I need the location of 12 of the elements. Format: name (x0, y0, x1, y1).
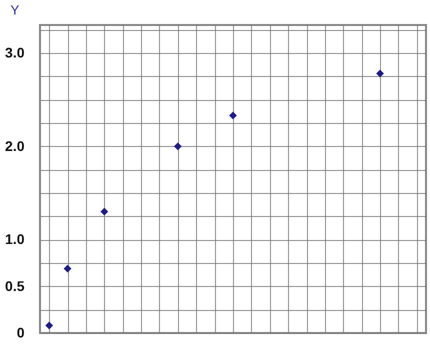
y-tick-label: 0.5 (5, 278, 25, 294)
y-tick-label: 3.0 (5, 44, 25, 60)
y-axis-title: Y (10, 2, 20, 18)
point (376, 70, 384, 78)
y-tick-label: 0 (16, 324, 25, 340)
point (174, 142, 182, 150)
point (100, 208, 108, 216)
point (229, 112, 237, 120)
y-tick-label: 1.0 (5, 231, 25, 248)
point (45, 322, 54, 330)
y-tick-label: 2.0 (5, 138, 25, 154)
point (64, 264, 72, 272)
